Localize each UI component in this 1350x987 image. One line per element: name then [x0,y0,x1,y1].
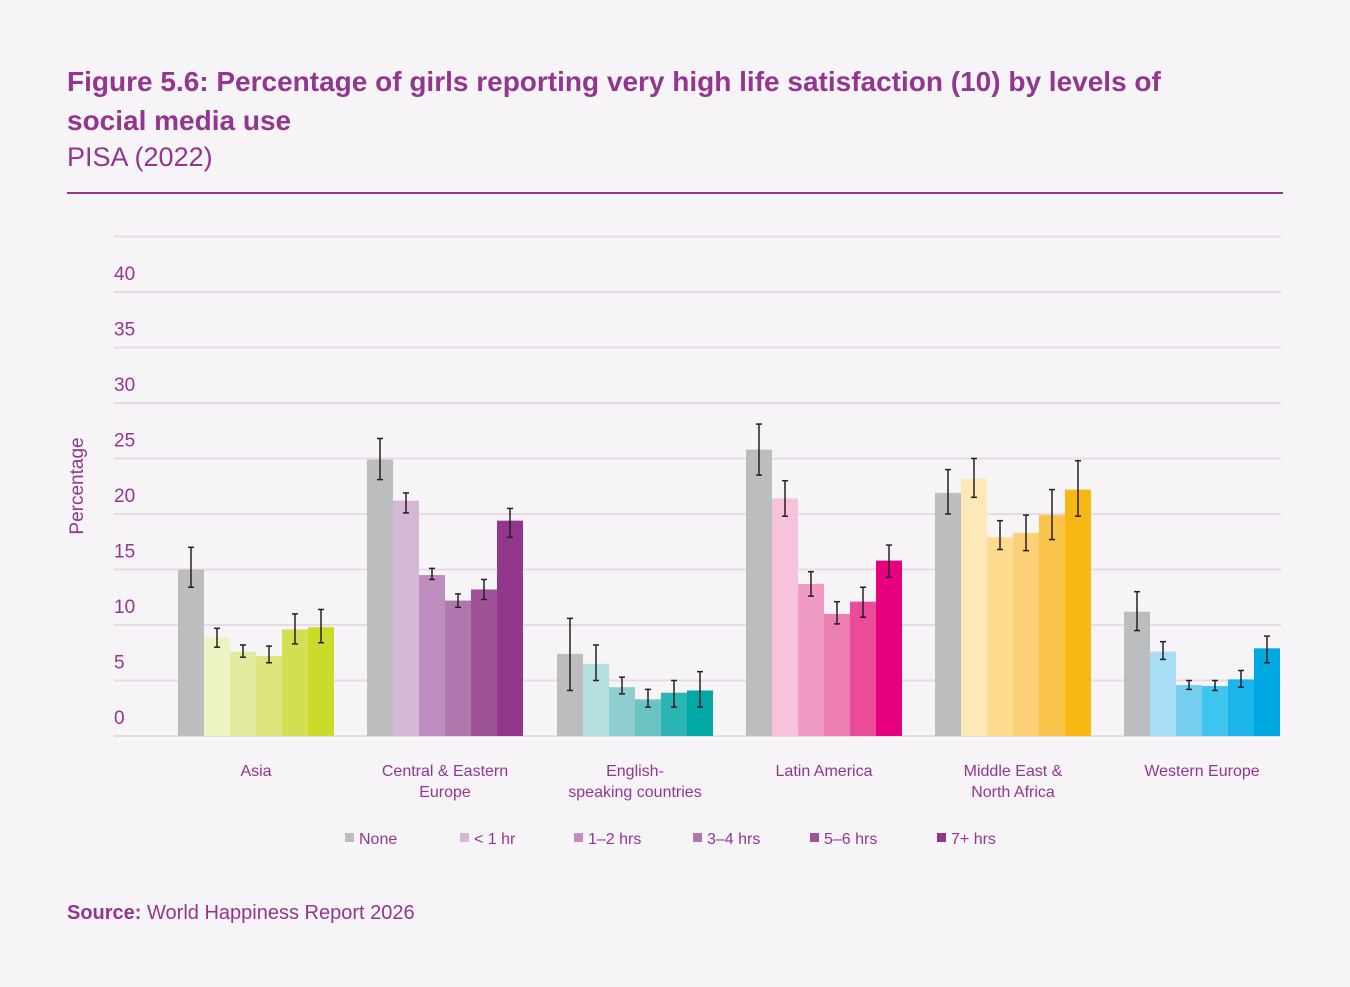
bar [824,613,850,736]
x-tick-label: Europe [419,784,471,801]
bar [746,449,772,736]
y-tick-label: 10 [114,597,135,618]
bar [609,687,635,736]
bar [772,498,798,736]
y-axis-label: Percentage [67,437,88,534]
x-tick-label: Middle East & [964,763,1063,780]
y-tick-label: 0 [114,708,125,729]
legend-label: 7+ hrs [951,831,996,848]
x-tick-label: Latin America [776,763,873,780]
source-text: World Happiness Report 2026 [147,902,415,924]
bar [282,629,308,736]
bar [1150,651,1176,736]
bar [1013,532,1039,736]
y-tick-label: 30 [114,375,135,396]
legend-label: < 1 hr [474,831,516,848]
bar [308,627,334,736]
bar [987,537,1013,736]
bar [850,601,876,736]
x-tick-label: English- [606,763,664,780]
title-divider [67,192,1283,194]
bar [1228,679,1254,736]
y-tick-label: 25 [114,431,135,452]
y-tick-label: 40 [114,264,135,285]
bar [1065,489,1091,736]
bar [935,492,961,736]
bar [367,459,393,736]
legend-swatch [345,833,354,842]
source-label: Source: [67,902,142,924]
x-tick-label: Western Europe [1144,763,1259,780]
figure-title: Figure 5.6: Percentage of girls reportin… [67,66,1161,136]
x-tick-label: North Africa [971,784,1055,801]
legend-swatch [693,833,702,842]
x-tick-label: Central & Eastern [382,763,508,780]
legend-label: None [359,831,397,848]
source-note: Source: World Happiness Report 2026 [67,902,415,925]
y-tick-label: 35 [114,320,135,341]
y-tick-label: 20 [114,486,135,507]
bar [1124,611,1150,736]
legend-label: 3–4 hrs [707,831,760,848]
bar [497,520,523,736]
bar [798,583,824,736]
legend-swatch [460,833,469,842]
x-tick-label: Asia [240,763,271,780]
bar [419,575,445,736]
bar [256,656,282,736]
legend-swatch [937,833,946,842]
bar [445,600,471,736]
bar [204,637,230,736]
figure-subtitle: PISA (2022) [67,142,213,172]
bar [1176,684,1202,736]
bar [1202,686,1228,736]
bar [876,560,902,736]
bar [471,589,497,736]
bar [230,651,256,736]
legend-label: 1–2 hrs [588,831,641,848]
y-tick-label: 15 [114,542,135,563]
legend-swatch [810,833,819,842]
bar [178,569,204,736]
y-tick-label: 5 [114,653,125,674]
x-tick-label: speaking countries [568,784,701,801]
bar [961,478,987,736]
bar [393,500,419,736]
legend-label: 5–6 hrs [824,831,877,848]
bar [1039,515,1065,736]
legend-swatch [574,833,583,842]
